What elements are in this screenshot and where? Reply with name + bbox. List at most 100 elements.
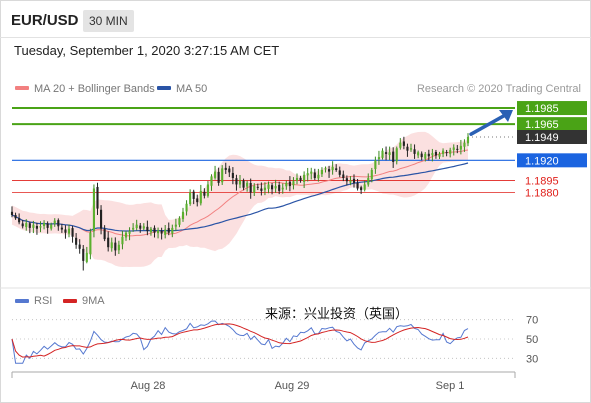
- candle: [360, 185, 363, 195]
- level-label: 1.1895: [525, 175, 559, 187]
- candle-body: [146, 226, 149, 232]
- rsi-tick-label: 50: [526, 334, 538, 346]
- candle-body: [153, 227, 156, 233]
- candle-body: [392, 151, 395, 162]
- candle-body: [117, 244, 120, 251]
- candle-body: [50, 224, 53, 229]
- candle: [402, 136, 405, 150]
- rsi-tick-label: 70: [526, 315, 538, 327]
- candle: [292, 177, 295, 190]
- timeframe-button[interactable]: 30 MIN: [83, 10, 134, 32]
- header-divider: [0, 37, 591, 38]
- candle: [149, 226, 153, 236]
- candle-body: [427, 153, 430, 157]
- forecast-arrow-shaft: [469, 112, 509, 136]
- candle-body: [60, 227, 63, 230]
- ma20-legend-label: MA 20 + Bollinger Bands: [34, 83, 155, 95]
- level-tag-1-1949: [517, 130, 587, 144]
- candle: [224, 162, 227, 174]
- candle-body: [82, 248, 85, 261]
- candle: [456, 145, 459, 154]
- candle-body: [434, 151, 438, 156]
- candle-body: [281, 187, 284, 190]
- candle: [171, 224, 174, 238]
- candle-body: [342, 174, 345, 179]
- candle-body: [10, 211, 14, 216]
- level-label: 1.1880: [525, 188, 559, 200]
- candle-body: [178, 218, 181, 225]
- candle-body: [64, 229, 67, 233]
- candle: [46, 221, 49, 234]
- candle: [313, 168, 316, 181]
- candle: [221, 165, 224, 185]
- candle: [431, 148, 434, 162]
- candle: [399, 138, 402, 150]
- timestamp: Tuesday, September 1, 2020 3:27:15 AM CE…: [14, 43, 280, 58]
- candle-body: [352, 178, 356, 183]
- candle: [299, 175, 302, 183]
- candle: [466, 133, 470, 147]
- candle: [231, 167, 234, 185]
- candle-body: [210, 176, 213, 186]
- candle-body: [181, 211, 185, 220]
- candle: [463, 139, 466, 152]
- ma9-legend-label: 9MA: [82, 295, 105, 307]
- candle-body: [206, 184, 210, 196]
- level-tag-1-1985: [517, 101, 587, 116]
- candle: [342, 170, 345, 182]
- candle: [206, 180, 210, 198]
- candle: [89, 228, 92, 260]
- candle: [295, 173, 299, 185]
- candle: [217, 167, 220, 186]
- candle-body: [246, 182, 249, 187]
- candle: [39, 221, 42, 233]
- level-label: 1.1965: [525, 119, 559, 131]
- candle: [441, 148, 445, 158]
- candle-body: [285, 182, 288, 187]
- candle: [14, 212, 17, 220]
- candle: [28, 221, 31, 234]
- candle: [303, 171, 306, 189]
- candle-body: [431, 153, 434, 156]
- candle-body: [424, 153, 427, 159]
- candle-body: [224, 167, 227, 170]
- candle-body: [128, 231, 131, 234]
- candle-body: [238, 180, 242, 185]
- candle-body: [142, 226, 145, 229]
- rsi-tick-label: 30: [526, 353, 538, 365]
- candle: [417, 150, 420, 159]
- candle: [320, 167, 324, 177]
- candle: [306, 167, 309, 182]
- ma50-legend-swatch: [157, 86, 171, 90]
- candle-body: [46, 223, 49, 228]
- candle: [270, 182, 274, 195]
- candle: [238, 174, 242, 189]
- candle: [345, 175, 348, 186]
- candle: [78, 239, 81, 254]
- candle: [99, 205, 103, 235]
- candle: [459, 139, 462, 155]
- candle: [256, 183, 259, 191]
- candle-body: [149, 228, 153, 233]
- candle: [374, 156, 377, 174]
- candle: [377, 150, 381, 165]
- candle-body: [370, 169, 373, 180]
- candle: [367, 173, 370, 187]
- candle-body: [99, 209, 103, 229]
- x-tick-label: Sep 1: [436, 380, 465, 392]
- candle-body: [196, 198, 199, 203]
- candle-body: [377, 157, 381, 160]
- candle: [164, 224, 167, 239]
- candle: [370, 167, 373, 183]
- candle-body: [167, 228, 170, 233]
- candle-body: [381, 150, 384, 158]
- candle: [317, 168, 320, 182]
- candle-body: [313, 172, 316, 179]
- candle-body: [456, 148, 459, 150]
- candle: [267, 181, 270, 194]
- candle: [324, 166, 327, 173]
- candle-body: [367, 178, 370, 185]
- candle: [42, 220, 46, 230]
- candle: [335, 164, 338, 172]
